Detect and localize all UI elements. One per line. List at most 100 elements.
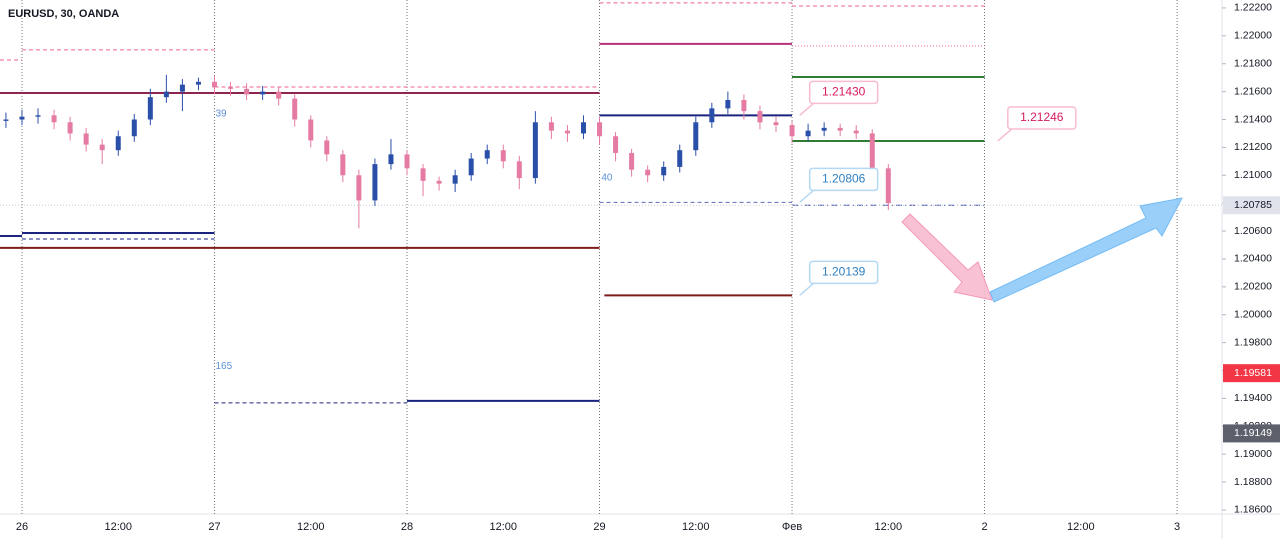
x-tick-label: 12:00 [297,521,325,533]
candle-body [789,125,795,137]
candle-body [853,130,859,134]
candle-body [693,122,699,151]
x-tick-label: 3 [1174,521,1180,533]
candle-body [661,166,667,176]
price-marker [1223,196,1280,215]
x-tick-label: 28 [401,521,413,533]
x-tick-label: 12:00 [682,521,710,533]
y-tick-label: 1.21800 [1234,58,1272,70]
candle-body [51,115,57,123]
x-tick-label: 12:00 [875,521,903,533]
candle-body [19,116,25,120]
callout-label: 1.20806 [822,172,866,186]
y-tick-label: 1.20000 [1234,309,1272,321]
y-tick-label: 1.22200 [1234,2,1272,14]
y-tick-label: 1.21000 [1234,169,1272,181]
candle-body [821,127,827,131]
candle-body [580,122,586,134]
y-tick-label: 1.19400 [1234,392,1272,404]
price-marker-label: 1.19149 [1234,427,1272,439]
price-marker [1223,424,1280,443]
annotation: 165 [215,361,232,372]
chart-title: EURUSD, 30, OANDA [8,8,119,20]
y-tick-label: 1.21200 [1234,141,1272,153]
y-tick-label: 1.18800 [1234,476,1272,488]
candle-body [420,168,426,181]
callout-box [808,80,879,105]
candle-body [404,154,410,169]
y-tick-label: 1.19800 [1234,336,1272,348]
candle-body [532,122,538,179]
price-marker-label: 1.20785 [1234,199,1272,211]
callout-box [808,167,879,192]
candle-body [837,127,843,131]
y-tick-label: 1.21400 [1234,113,1272,125]
candle-body [292,98,298,120]
callout-box [1007,106,1077,130]
x-tick-label: 27 [208,521,220,533]
candle-body [179,84,185,92]
candle-body [147,97,153,120]
candle-body [597,122,603,137]
grid [21,0,1178,514]
x-tick-label: 29 [593,521,605,533]
candle-body [741,99,747,112]
callout-pointer [799,282,815,296]
price-marker [1223,364,1280,383]
down-arrow [901,213,993,301]
candle-body [83,133,89,145]
annotation: 39 [215,109,227,120]
callout-label: 1.21430 [822,84,866,98]
candle-body [805,130,811,137]
candle-body [869,133,875,169]
candle-body [452,175,458,184]
candle-body [468,158,474,176]
y-tick-label: 1.20200 [1234,281,1272,293]
candle-body [324,140,330,155]
candle-body [564,130,570,134]
candle-body [3,119,9,121]
candle-body [356,175,362,201]
y-tick-label: 1.21600 [1234,85,1272,97]
candle-body [757,111,763,123]
levels [0,2,1222,404]
candle-body [115,136,121,151]
candle-body [228,87,234,89]
y-tick-label: 1.22000 [1234,30,1272,42]
candle-body [276,91,282,99]
x-tick-label: 12:00 [1067,521,1095,533]
candle-body [244,88,250,95]
candle-body [340,154,346,176]
x-tick-label: 12:00 [104,521,132,533]
candle-body [548,122,554,131]
callout-pointer [799,102,815,116]
candle-body [773,122,779,126]
candle-body [629,152,635,170]
candle-body [35,115,41,117]
candles [3,74,891,229]
arrows [901,197,1183,303]
x-tick-label: Фев [782,521,802,533]
y-tick-label: 1.20600 [1234,225,1272,237]
up-arrow [989,197,1183,303]
candle-body [677,150,683,167]
candle-body [260,91,266,95]
candle-body [211,81,217,88]
candle-body [500,150,506,162]
callout-label: 1.20139 [822,265,866,279]
candle-body [645,169,651,176]
x-tick-label: 2 [982,521,988,533]
callout-pointer [799,189,815,203]
y-tick-label: 1.19000 [1234,448,1272,460]
candle-body [725,99,731,109]
candle-body [613,136,619,153]
candle-body [516,161,522,179]
callout-label: 1.21246 [1020,110,1064,124]
candle-body [484,150,490,159]
labels: 26 12:00 27 12:00 28 12:00 29 12:00 Фев 12:00 2 12:… [16,2,1280,533]
candle-body [885,168,891,204]
candle-body [67,122,73,134]
callout-pointer [997,128,1013,142]
callout-box [808,260,879,285]
